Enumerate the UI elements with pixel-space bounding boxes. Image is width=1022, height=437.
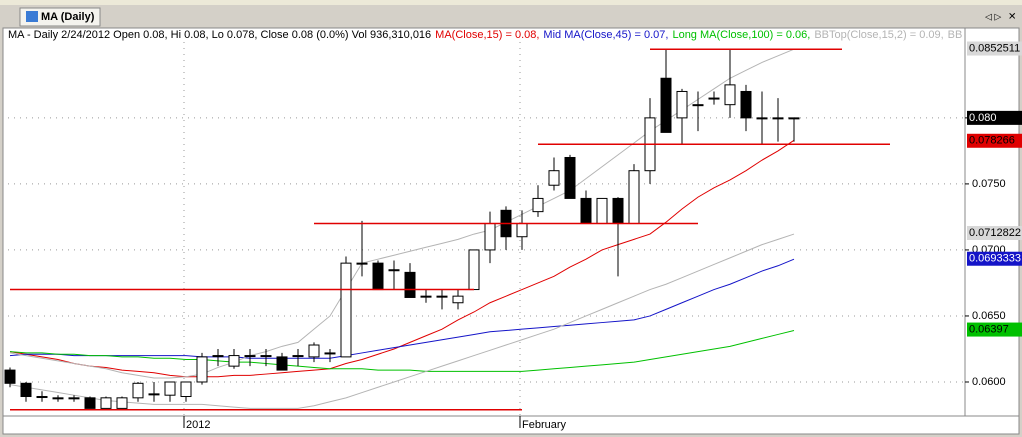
tab-icon	[26, 11, 38, 22]
candle-body	[212, 355, 224, 358]
candle-body	[420, 295, 432, 298]
candle-body	[4, 369, 16, 384]
candle-body	[164, 381, 176, 396]
x-tick-label: February	[522, 419, 567, 431]
candle-body	[372, 262, 384, 291]
toolbar	[0, 0, 1022, 5]
candle-body	[788, 117, 800, 120]
price-flag-label: 0.0852511	[969, 42, 1020, 54]
candle-body	[20, 382, 32, 398]
tab-nav[interactable]: ◁ ▷	[985, 11, 1001, 21]
legend-entry: Mid MA(Close,45) = 0.07,	[543, 29, 668, 41]
candle-body	[84, 397, 96, 409]
candle-body	[452, 295, 464, 304]
candle-body	[260, 355, 272, 358]
candle-body	[580, 197, 592, 225]
candle-body	[148, 393, 160, 396]
candle-body	[228, 355, 240, 367]
candle-body	[52, 397, 64, 400]
candle-body	[596, 197, 608, 225]
candle-body	[436, 295, 448, 298]
candle-body	[532, 197, 544, 213]
price-flag-label: 0.06397	[969, 323, 1009, 335]
candle-body	[708, 97, 720, 100]
candle-body	[180, 381, 192, 398]
candle-body	[676, 90, 688, 119]
chart-header: MA - Daily 2/24/2012 Open 0.08, Hi 0.08,…	[8, 29, 1022, 41]
price-flag	[967, 110, 1022, 125]
candle-body	[36, 396, 48, 399]
indicator-line	[9, 329, 795, 372]
candle-body	[244, 355, 256, 358]
legend-entry: BBBot(Close,15,2) = 0.07	[948, 29, 1022, 41]
candle-body	[612, 197, 624, 225]
candle-body	[484, 223, 496, 251]
candle-body	[660, 77, 672, 133]
tab-close[interactable]: ✕	[1008, 12, 1016, 23]
price-flag	[967, 322, 1022, 337]
legend-entry: BBTop(Close,15,2) = 0.09,	[814, 29, 943, 41]
candle-body	[564, 156, 576, 199]
price-flag	[967, 41, 1022, 56]
candle-body	[692, 104, 704, 107]
candle-body	[628, 170, 640, 225]
price-flag-label: 0.0693333	[969, 253, 1021, 265]
tab-title: MA (Daily)	[41, 11, 95, 23]
price-flag	[967, 133, 1022, 148]
candle-body	[116, 397, 128, 409]
candle-body	[292, 355, 304, 358]
candle-body	[756, 117, 768, 120]
indicator-line	[9, 233, 795, 409]
header-text: MA - Daily 2/24/2012 Open 0.08, Hi 0.08,…	[8, 29, 431, 41]
candle-body	[724, 84, 736, 106]
candle-body	[308, 344, 320, 358]
price-flag-label: 0.078266	[969, 135, 1015, 147]
candle-body	[196, 356, 208, 383]
candle-body	[772, 117, 784, 120]
legend-entry: Long MA(Close,100) = 0.06,	[672, 29, 810, 41]
candle-body	[404, 271, 416, 298]
candle-body	[324, 352, 336, 355]
candle-body	[388, 269, 400, 272]
tab[interactable]	[19, 7, 101, 27]
candle-body	[356, 262, 368, 265]
candle-body	[468, 249, 480, 291]
candle-body	[276, 356, 288, 371]
price-flag-label: 0.0712822	[969, 227, 1021, 239]
candle-body	[100, 397, 112, 409]
candle-body	[340, 262, 352, 358]
legend-entry: MA(Close,15) = 0.08,	[435, 29, 539, 41]
y-tick-label: 0.0650	[972, 310, 1006, 322]
indicator-line	[9, 258, 795, 359]
price-flag	[967, 225, 1022, 240]
x-tick-label: 2012	[186, 419, 210, 431]
candle-body	[68, 397, 80, 400]
candle-body	[132, 382, 144, 399]
candle-body	[516, 223, 528, 238]
candle-body	[740, 90, 752, 119]
price-flag	[967, 251, 1022, 266]
y-tick-label: 0.0600	[972, 376, 1006, 388]
y-tick-label: 0.0750	[972, 178, 1006, 190]
price-flag-label: 0.080	[969, 112, 997, 124]
candle-body	[548, 170, 560, 186]
